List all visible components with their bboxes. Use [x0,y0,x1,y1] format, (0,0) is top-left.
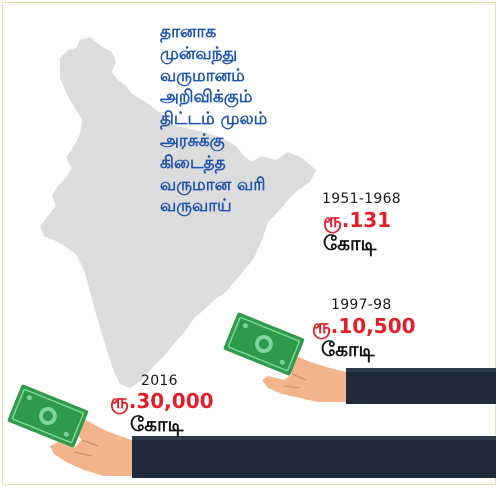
headline-line: திட்டம் முலம் [160,109,268,130]
hand-with-banknote-icon [223,312,496,404]
scheme-amount: ரூ.10,500 [312,314,416,338]
scheme-unit: கோடி [323,231,377,255]
headline-line: முன்வந்து [160,43,238,64]
headline: தானாக முன்வந்து வருமானம் அறிவிக்கும் திட… [160,22,330,218]
infographic-frame [2,2,496,485]
headline-line: வருவாய் [160,196,232,217]
scheme-period: 1951-1968 [322,191,402,207]
headline-line: வருமான வரி [160,174,266,195]
scheme-unit: கோடி [130,412,184,436]
scheme-amount: ரூ.131 [323,208,392,232]
scheme-period: 2016 [141,373,178,389]
scheme-unit: கோடி [321,337,375,361]
headline-line: அறிவிக்கும் [160,87,253,108]
headline-line: வருமானம் [160,65,245,86]
hand-with-banknote-icon [7,384,496,478]
scheme-period: 1997-98 [331,297,392,313]
headline-line: அரசுக்கு [160,130,225,151]
scheme-amount: ரூ.30,000 [110,389,214,413]
headline-line: தானாக [160,22,217,42]
headline-line: கிடைத்த [160,152,226,173]
